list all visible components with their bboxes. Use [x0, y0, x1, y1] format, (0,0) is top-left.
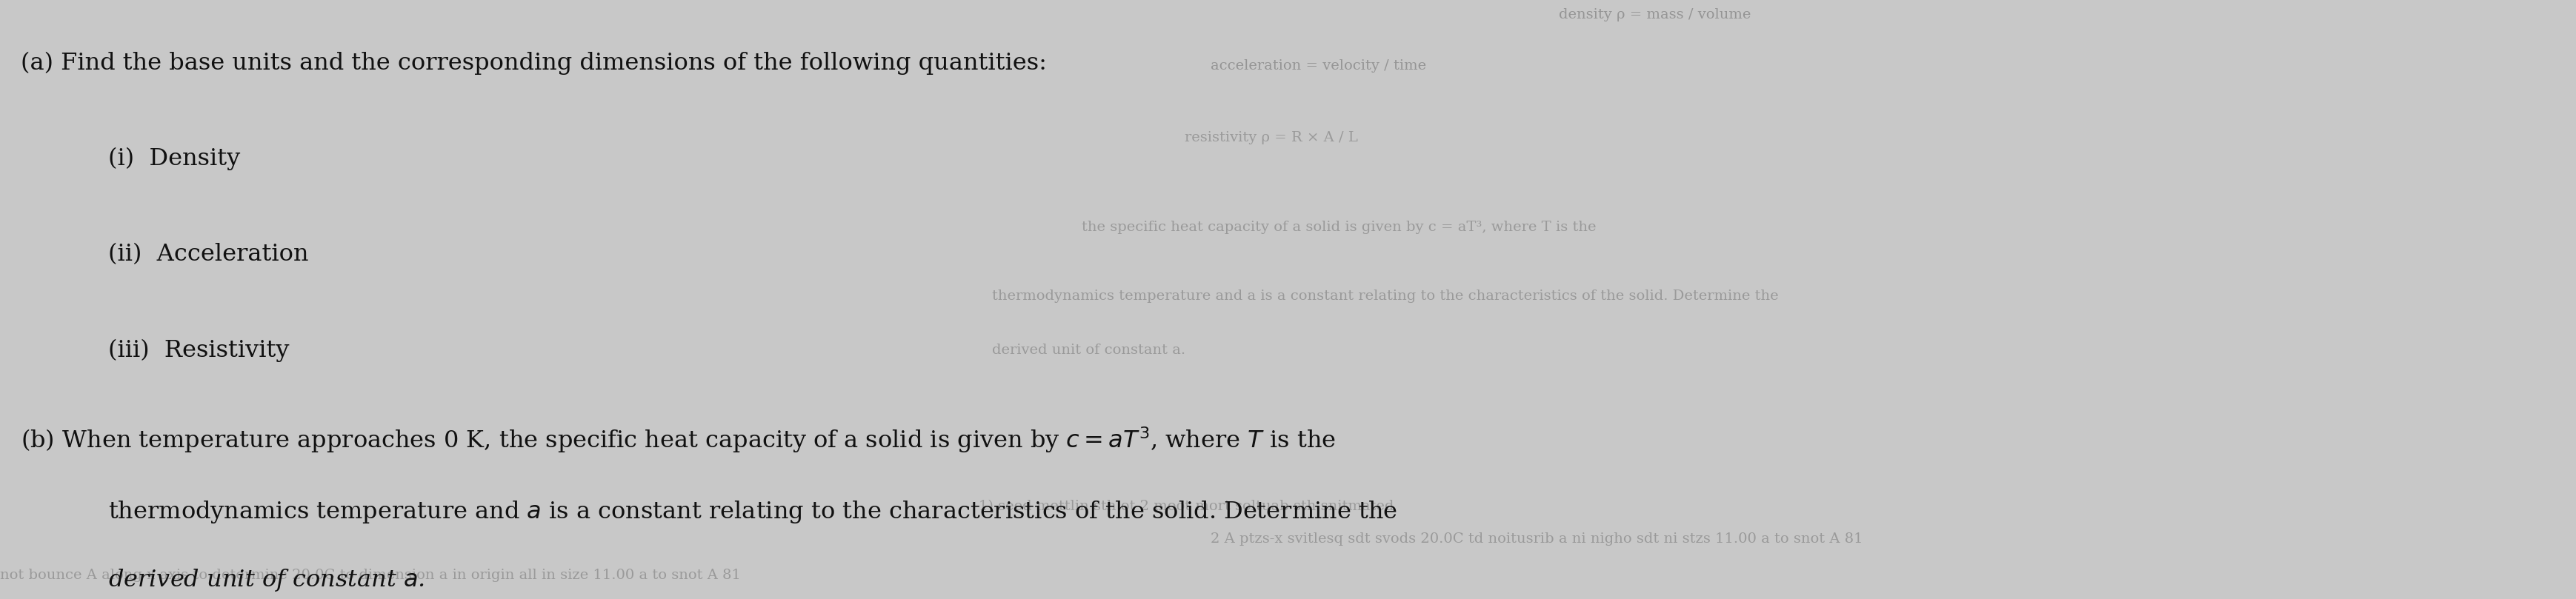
Text: (ii)  Acceleration: (ii) Acceleration	[108, 243, 309, 266]
Text: density ρ = mass / volume: density ρ = mass / volume	[1558, 8, 1752, 22]
Text: the specific heat capacity of a solid is given by c = aT³, where T is the: the specific heat capacity of a solid is…	[1082, 221, 1597, 234]
Text: acceleration = velocity / time: acceleration = velocity / time	[1211, 59, 1427, 72]
Text: resistivity ρ = R × A / L: resistivity ρ = R × A / L	[1185, 131, 1358, 144]
Text: (b) When temperature approaches 0 K, the specific heat capacity of a solid is gi: (b) When temperature approaches 0 K, the…	[21, 425, 1337, 455]
Text: derived unit of constant a.: derived unit of constant a.	[992, 344, 1185, 357]
Text: (i)  Density: (i) Density	[108, 147, 240, 170]
Text: thermodynamics temperature and a is a constant relating to the characteristics o: thermodynamics temperature and a is a co…	[992, 290, 1777, 303]
Text: not bounce A along x axis to determine 20.0C to dimension a in origin all in siz: not bounce A along x axis to determine 2…	[0, 568, 742, 582]
Text: derived unit of constant $a$.: derived unit of constant $a$.	[108, 567, 425, 593]
Text: 2 A ptzs-x svitlesq sdt svods 20.0C td noitusrib a ni nigho sdt ni stzs 11.00 a : 2 A ptzs-x svitlesq sdt svods 20.0C td n…	[1211, 533, 1862, 546]
Text: (a) Find the base units and the corresponding dimensions of the following quanti: (a) Find the base units and the correspo…	[21, 52, 1046, 74]
Text: thermodynamics temperature and $a$ is a constant relating to the characteristics: thermodynamics temperature and $a$ is a …	[108, 499, 1396, 525]
Text: (iii)  Resistivity: (iii) Resistivity	[108, 339, 289, 362]
Text: 1) seed mettlin sth ot 2 moot mort soltuab sth snitmated: 1) seed mettlin sth ot 2 moot mort soltu…	[979, 500, 1394, 513]
